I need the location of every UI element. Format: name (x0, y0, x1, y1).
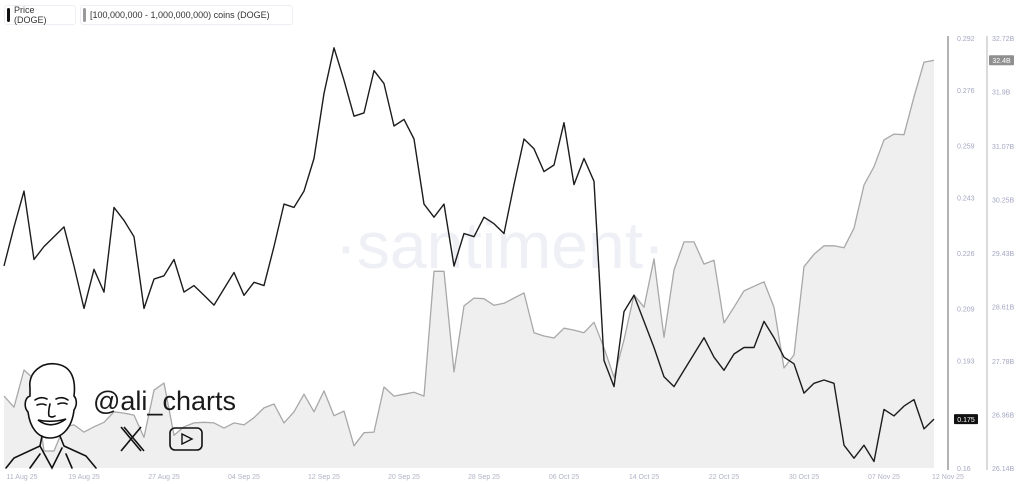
last-value-badges: 0.175 32.4B (954, 55, 1014, 425)
price-tick-label: 0.292 (957, 36, 975, 43)
date-tick-label: 12 Nov 25 (932, 474, 964, 481)
price-tick-label: 0.209 (957, 306, 975, 313)
date-tick-label: 12 Sep 25 (308, 474, 340, 481)
holdings-tick-label: 26.14B (992, 466, 1015, 473)
date-tick-label: 20 Sep 25 (388, 474, 420, 481)
holdings-tick-label: 29.43B (992, 251, 1015, 258)
price-last-badge (954, 414, 978, 425)
price-tick-label: 0.243 (957, 196, 975, 203)
date-tick-label: 07 Nov 25 (868, 474, 900, 481)
date-tick-label: 30 Oct 25 (789, 474, 819, 481)
date-tick-label: 22 Oct 25 (709, 474, 739, 481)
holdings-line (3, 59, 935, 452)
date-tick-label: 27 Aug 25 (148, 474, 180, 481)
price-tick-label: 0.259 (957, 144, 975, 151)
date-tick-label: 28 Sep 25 (468, 474, 500, 481)
holdings-tick-label: 31.07B (992, 144, 1015, 151)
price-tick-label: 0.16 (957, 466, 971, 473)
price-tick-label: 0.193 (957, 359, 975, 366)
holdings-tick-label: 26.96B (992, 412, 1015, 419)
youtube-icon[interactable] (169, 427, 203, 451)
holdings-last-badge (989, 55, 1014, 66)
date-tick-label: 04 Sep 25 (228, 474, 260, 481)
holdings-series (3, 59, 935, 468)
price-last-value: 0.175 (957, 417, 975, 424)
holdings-tick-label: 30.25B (992, 197, 1015, 204)
author-handle: @ali_charts (93, 386, 236, 416)
price-axis: 0.292 0.276 0.259 0.243 0.226 0.209 0.193 0.16 (957, 36, 975, 473)
date-tick-label: 14 Oct 25 (629, 474, 659, 481)
legend-item-holdings[interactable]: [100,000,000 - 1,000,000,000) coins (DOG… (80, 5, 293, 25)
santiment-watermark: ·santiment· (335, 208, 665, 282)
price-tick-label: 0.276 (957, 88, 975, 95)
holdings-last-value: 32.4B (992, 58, 1011, 65)
date-tick-label: 19 Aug 25 (68, 474, 100, 481)
date-tick-label: 06 Oct 25 (549, 474, 579, 481)
holdings-area (4, 60, 934, 468)
price-line (3, 47, 935, 463)
holdings-tick-label: 27.78B (992, 359, 1015, 366)
x-logo-icon[interactable] (120, 426, 145, 452)
holdings-tick-label: 32.72B (992, 36, 1015, 43)
holdings-tick-label: 28.61B (992, 305, 1015, 312)
price-series (3, 47, 935, 463)
date-tick-label: 11 Aug 25 (6, 474, 37, 481)
legend-item-price[interactable]: Price (DOGE) (4, 5, 76, 25)
price-tick-label: 0.226 (957, 251, 975, 258)
legend-price-label: Price (DOGE) (14, 5, 47, 25)
date-axis: 11 Aug 25 19 Aug 25 27 Aug 25 04 Sep 25 12 S… (6, 474, 964, 481)
avatar-illustration (5, 363, 97, 470)
holdings-axis: 32.72B 31.9B 31.07B 30.25B 29.43B 28.61B 27.78… (992, 36, 1015, 473)
holdings-tick-label: 31.9B (992, 90, 1011, 97)
holdings-color-swatch (83, 8, 86, 22)
price-color-swatch (7, 8, 10, 22)
legend-holdings-label: [100,000,000 - 1,000,000,000) coins (DOG… (90, 10, 270, 20)
